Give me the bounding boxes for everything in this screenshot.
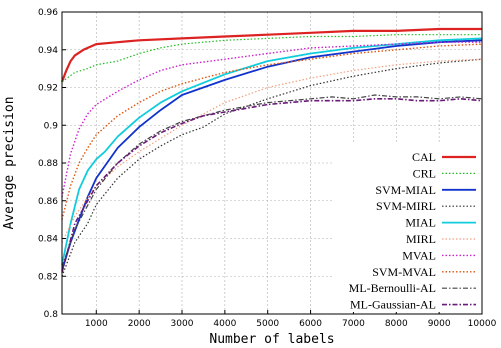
- y-tick-label: 0.96: [38, 8, 58, 18]
- x-tick-label: 4000: [213, 319, 236, 329]
- legend-label: MIRL: [406, 232, 436, 246]
- series-line-svm-mirl: [61, 58, 483, 277]
- x-axis-title: Number of labels: [209, 332, 334, 347]
- x-tick-label: 8000: [385, 319, 408, 329]
- x-tick-label: 1000: [85, 319, 108, 329]
- series-line-mval: [61, 41, 482, 198]
- series-line-mirl: [61, 58, 483, 243]
- series-line-svm-mial: [61, 39, 483, 271]
- legend-label: SVM-MIRL: [376, 199, 436, 213]
- x-tick-label: 7000: [342, 319, 365, 329]
- y-tick-label: 0.92: [38, 84, 58, 94]
- legend-box: [332, 142, 480, 312]
- series-line-crl: [61, 34, 482, 83]
- legend-label: ML-Gaussian-AL: [350, 298, 436, 312]
- y-tick-label: 0.9: [44, 121, 59, 131]
- legend-label: CRL: [413, 166, 436, 180]
- y-tick-label: 0.88: [38, 159, 58, 169]
- grid: [62, 12, 482, 314]
- y-axis-title: Average precision: [2, 96, 17, 229]
- x-tick-label: 10000: [468, 319, 497, 329]
- x-tick-label: 6000: [299, 319, 322, 329]
- legend-label: MVAL: [402, 248, 436, 262]
- x-ticks: 1000 2000 3000 4000 5000 6000 7000 8000 9000 1000…: [85, 310, 497, 329]
- y-ticks: 0.8 0.82 0.84 0.86 0.88 0.9 0.92 0.94 0.96: [38, 8, 66, 320]
- y-tick-label: 0.84: [38, 235, 58, 245]
- series-line-cal: [60, 27, 482, 83]
- legend-label: MIAL: [405, 216, 436, 230]
- series-lines: [60, 27, 483, 277]
- legend-label: CAL: [412, 150, 436, 164]
- y-tick-label: 0.86: [38, 197, 58, 207]
- x-tick-label: 9000: [428, 319, 451, 329]
- legend-label: ML-Bernoulli-AL: [349, 281, 436, 295]
- y-tick-label: 0.8: [44, 310, 59, 320]
- series-line-mial: [61, 37, 483, 266]
- series-line-ml-gaussian-al: [61, 98, 483, 273]
- legend: CAL CRL SVM-MIAL SVM-MIRL MIAL MIRL MVAL SVM-MV…: [349, 150, 476, 312]
- legend-label: SVM-MIAL: [375, 183, 436, 197]
- series-line-svm-mval: [61, 43, 483, 220]
- series-line-ml-bernoulli-al: [61, 94, 483, 267]
- y-tick-label: 0.94: [38, 46, 58, 56]
- y-tick-label: 0.82: [38, 272, 58, 282]
- legend-label: SVM-MVAL: [372, 265, 436, 279]
- x-tick-label: 2000: [128, 319, 151, 329]
- x-tick-label: 5000: [256, 319, 279, 329]
- x-tick-label: 3000: [171, 319, 194, 329]
